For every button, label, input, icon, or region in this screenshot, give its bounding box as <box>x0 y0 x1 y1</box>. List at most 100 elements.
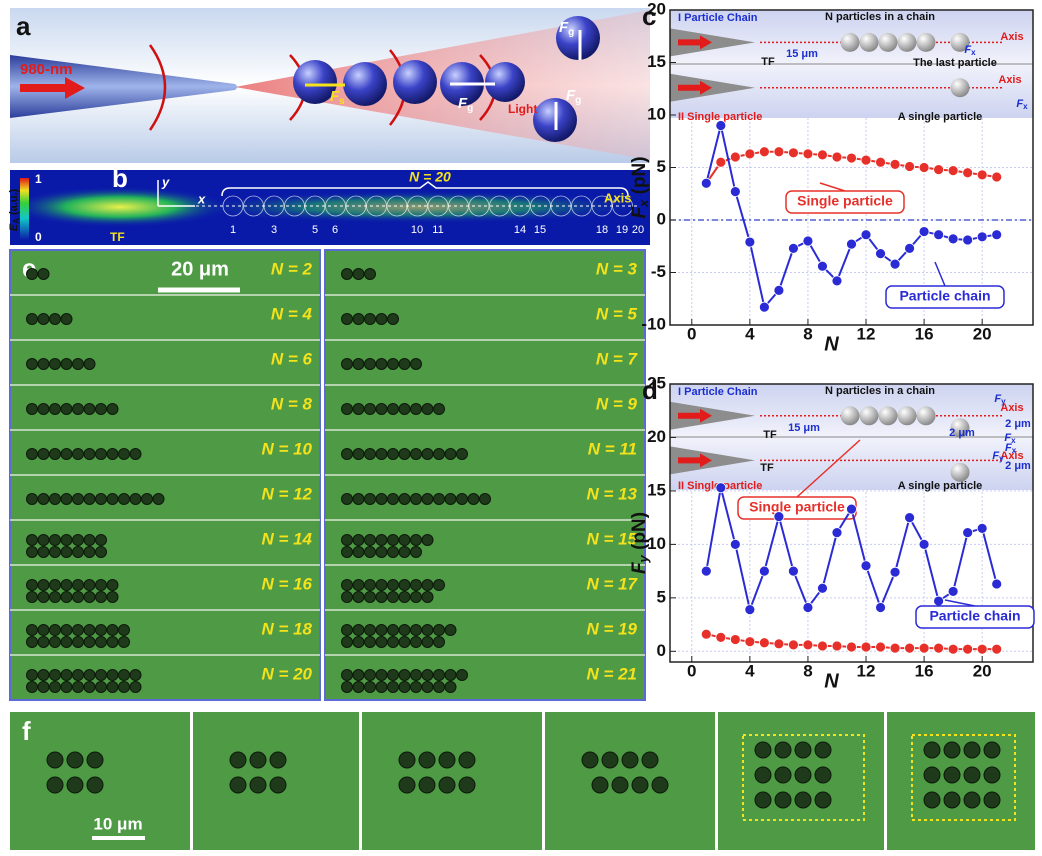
bead-outline <box>222 195 244 217</box>
bead <box>83 624 96 636</box>
colorbar <box>20 178 29 240</box>
bead <box>364 669 376 681</box>
bead <box>249 751 267 769</box>
laser-arrow <box>20 77 85 99</box>
callout-box <box>915 605 1035 629</box>
x-tick-label: 20 <box>973 324 992 343</box>
bead-index: 11 <box>432 224 443 236</box>
bead <box>37 681 50 693</box>
bead <box>375 358 388 370</box>
bead <box>398 448 411 460</box>
x-tick-label: 4 <box>745 661 755 680</box>
bead <box>95 534 107 546</box>
bead <box>352 534 365 546</box>
data-point <box>831 275 843 287</box>
plot-frame <box>669 383 1034 663</box>
bead <box>60 313 73 325</box>
bead <box>375 669 388 681</box>
data-point <box>889 258 901 270</box>
bead-outline <box>304 195 326 217</box>
bead <box>106 448 119 460</box>
inset-force-label: Fx <box>1004 432 1016 445</box>
bead <box>83 591 96 603</box>
count-label: N = 16 <box>261 574 312 593</box>
bead <box>49 534 61 546</box>
bead <box>364 268 376 280</box>
bead <box>60 534 73 546</box>
y-tick-label: 10 <box>647 104 666 123</box>
bead <box>601 751 619 769</box>
bead <box>129 669 142 681</box>
data-point <box>715 482 727 494</box>
bead <box>46 776 64 794</box>
inset-bead <box>916 32 936 52</box>
data-point <box>947 586 959 597</box>
bead <box>37 358 50 370</box>
count-label: N = 4 <box>271 304 313 323</box>
x-tick-label: 16 <box>915 661 934 680</box>
bead <box>814 766 832 784</box>
bead <box>95 403 107 415</box>
bead <box>66 751 84 769</box>
bead <box>49 493 61 505</box>
bead <box>26 313 38 325</box>
colorbar-label: EA (a.u.) <box>8 188 21 231</box>
inset-bead <box>840 406 860 426</box>
chain-count: N = 20 <box>409 169 451 185</box>
panel-label: c <box>642 1 656 31</box>
bead <box>341 448 353 460</box>
bead <box>60 403 73 415</box>
data-point <box>802 602 814 613</box>
data-point <box>846 503 857 515</box>
bead <box>410 448 422 460</box>
force-subscript: y <box>1001 397 1006 406</box>
inset-label: II Single particle <box>678 111 762 123</box>
bead-outline <box>448 195 469 217</box>
bead <box>398 579 411 591</box>
bead-outline <box>550 195 572 217</box>
bead <box>421 534 434 546</box>
data-point <box>729 634 741 645</box>
force-label: Fg <box>566 87 581 106</box>
data-point <box>889 642 901 654</box>
bead <box>49 636 61 648</box>
bead <box>398 669 411 681</box>
bead-outline <box>509 195 531 217</box>
bead <box>106 636 119 648</box>
bead <box>46 751 64 769</box>
bead-outline <box>489 195 510 217</box>
data-point <box>758 146 770 158</box>
data-point <box>933 229 945 241</box>
data-point <box>700 628 712 640</box>
inset-force-label: Fy <box>994 393 1006 406</box>
data-point <box>875 602 886 613</box>
bead <box>26 669 38 681</box>
bead <box>421 448 434 460</box>
data-point <box>875 641 886 653</box>
bead <box>37 636 50 648</box>
bead <box>410 534 422 546</box>
bead <box>410 636 422 648</box>
bead <box>387 313 399 325</box>
bead <box>433 681 445 693</box>
y-tick-label: -5 <box>651 262 666 281</box>
bead <box>364 546 376 558</box>
bead <box>86 776 104 794</box>
bead <box>591 776 609 794</box>
bead <box>410 624 422 636</box>
bead <box>410 493 422 505</box>
bead <box>364 493 376 505</box>
data-point <box>962 527 974 539</box>
inset-arrow <box>678 453 712 468</box>
bead <box>26 579 38 591</box>
data-point <box>831 527 843 539</box>
bead <box>421 493 434 505</box>
inset-bead <box>916 406 936 426</box>
data-point <box>962 167 974 179</box>
bead <box>364 534 376 546</box>
bead <box>26 268 38 280</box>
count-label: N = 6 <box>271 349 313 368</box>
bead <box>106 624 119 636</box>
bead <box>410 579 422 591</box>
inset-bead <box>950 78 970 98</box>
